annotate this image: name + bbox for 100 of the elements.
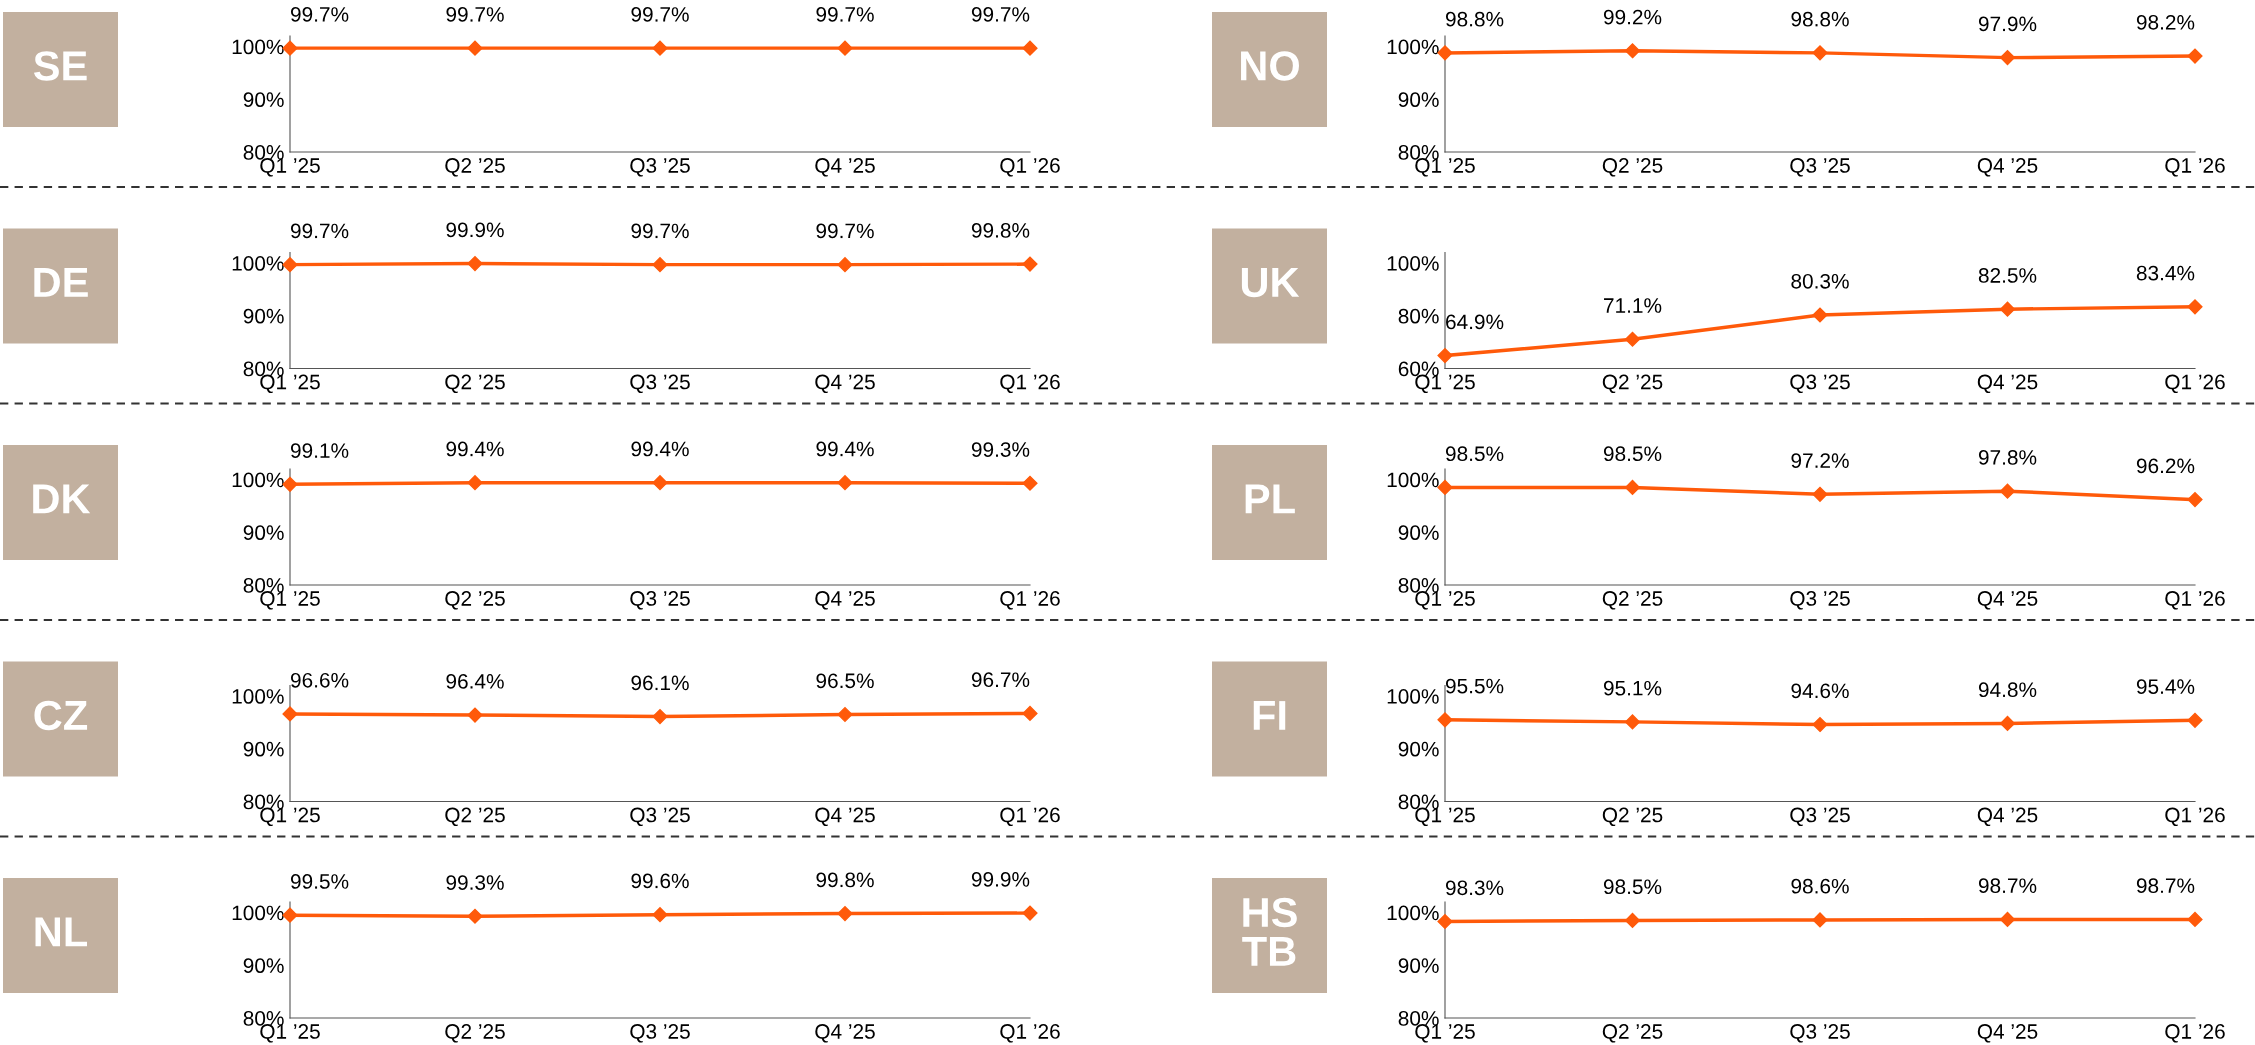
x-tick-label: Q4 ’25	[815, 374, 875, 394]
y-tick-label: 90%	[243, 741, 284, 757]
data-label: 99.7%	[290, 223, 349, 239]
data-label: 96.2%	[2136, 458, 2195, 474]
y-tick-label: 100%	[1387, 689, 1439, 704]
data-label: 96.4%	[446, 673, 504, 689]
data-label: 82.5%	[1978, 268, 2037, 283]
point	[2187, 299, 2203, 315]
data-label: 97.8%	[1978, 450, 2037, 465]
data-label: 94.8%	[1978, 682, 2037, 698]
x-tick-label: Q4 ’25	[815, 1024, 875, 1043]
y-tick-label: 80%	[243, 578, 284, 593]
data-label: 99.7%	[631, 7, 689, 22]
y-tick-label: 100%	[1387, 256, 1439, 271]
point	[1999, 483, 2016, 499]
data-label: 98.3%	[1445, 880, 1504, 896]
data-label: 99.7%	[446, 7, 504, 22]
x-tick-label: Q2 ’25	[445, 1024, 505, 1043]
chart-title: NO	[1241, 51, 1299, 81]
point	[1812, 486, 1828, 502]
y-tick-label: 100%	[1387, 472, 1439, 488]
point	[1624, 43, 1641, 59]
point	[1437, 45, 1453, 61]
y-tick-label: 100%	[232, 472, 284, 488]
x-tick-label: Q3 ’25	[630, 591, 690, 610]
data-label: 96.6%	[290, 672, 349, 688]
x-tick-label: Q2 ’25	[445, 807, 505, 827]
data-label: 99.1%	[290, 443, 349, 458]
x-tick-label: Q2 ’25	[445, 158, 505, 177]
point	[1812, 307, 1828, 323]
x-tick-label: Q2 ’25	[445, 374, 505, 394]
x-tick-label: Q3 ’25	[630, 807, 690, 827]
x-tick-label: Q3 ’25	[1790, 158, 1850, 177]
data-label: 97.2%	[1791, 453, 1849, 468]
point	[1437, 348, 1453, 364]
data-label: 99.9%	[971, 871, 1030, 887]
y-tick-label: 90%	[1398, 958, 1439, 974]
data-label: 96.5%	[816, 673, 874, 689]
data-label: 99.2%	[1603, 9, 1662, 25]
x-tick-label: Q3 ’25	[1790, 591, 1850, 610]
x-tick-label: Q1 ’26	[2165, 1024, 2225, 1043]
y-tick-label: 90%	[1398, 741, 1439, 757]
x-tick-label: Q1 ’26	[1000, 158, 1060, 177]
data-label: 94.6%	[1791, 683, 1849, 699]
data-label: 95.5%	[1445, 678, 1504, 694]
x-tick-label: Q1 ’25	[260, 591, 320, 610]
data-label: 98.6%	[1791, 878, 1849, 894]
y-tick-label: 80%	[1398, 578, 1439, 593]
data-label: 98.5%	[1603, 879, 1662, 895]
data-label: 99.4%	[446, 441, 504, 457]
data-label: 95.1%	[1603, 680, 1662, 696]
data-label: 99.3%	[971, 442, 1030, 457]
x-tick-label: Q1 ’26	[2165, 807, 2225, 827]
x-tick-label: Q1 ’25	[1415, 591, 1475, 610]
data-label: 99.4%	[631, 441, 689, 457]
y-tick-label: 90%	[1398, 92, 1439, 108]
x-tick-label: Q2 ’25	[1602, 374, 1663, 394]
y-tick-label: 100%	[232, 39, 284, 55]
x-tick-label: Q3 ’25	[1790, 374, 1850, 394]
x-tick-label: Q4 ’25	[815, 807, 875, 827]
x-tick-label: Q3 ’25	[1790, 1024, 1850, 1043]
y-tick-label: 80%	[243, 145, 284, 160]
point	[1437, 479, 1453, 496]
data-label: 95.4%	[2136, 679, 2195, 694]
data-label: 99.3%	[446, 875, 504, 890]
y-tick-label: 90%	[243, 92, 284, 108]
x-tick-label: Q1 ’26	[1000, 591, 1060, 610]
y-tick-label: 100%	[232, 256, 284, 271]
data-label: 99.8%	[971, 223, 1030, 238]
data-label: 99.9%	[446, 222, 504, 238]
point	[2187, 492, 2203, 508]
data-label: 99.7%	[816, 7, 874, 22]
x-tick-label: Q2 ’25	[1602, 807, 1663, 827]
x-tick-label: Q4 ’25	[1977, 807, 2038, 827]
data-label: 99.4%	[816, 441, 874, 457]
x-tick-label: Q4 ’25	[1977, 1024, 2038, 1043]
x-tick-label: Q1 ’26	[1000, 807, 1060, 827]
y-tick-label: 80%	[1398, 1011, 1439, 1026]
x-tick-label: Q4 ’25	[815, 591, 875, 610]
data-label: 80.3%	[1791, 273, 1849, 289]
x-tick-label: Q2 ’25	[1602, 158, 1663, 177]
chart-title: NL	[35, 917, 87, 947]
x-tick-label: Q2 ’25	[445, 591, 505, 610]
x-tick-label: Q1 ’26	[1000, 1024, 1060, 1043]
point	[2187, 48, 2203, 64]
chart-title: HS TB	[1242, 897, 1297, 966]
y-tick-label: 100%	[1387, 39, 1439, 55]
x-tick-label: Q4 ’25	[1977, 374, 2038, 394]
chart-title: DE	[34, 268, 88, 297]
data-label: 99.7%	[631, 223, 689, 239]
data-label: 98.2%	[2136, 14, 2195, 30]
point	[1812, 45, 1828, 61]
chart-title: FI	[1253, 701, 1286, 730]
chart-title: UK	[1241, 268, 1300, 298]
data-label: 64.9%	[1446, 314, 1504, 330]
y-tick-label: 90%	[243, 958, 284, 974]
x-tick-label: Q4 ’25	[1977, 591, 2038, 610]
data-label: 99.5%	[290, 874, 349, 889]
x-tick-label: Q1 ’26	[2165, 158, 2225, 177]
data-label: 99.7%	[971, 7, 1030, 22]
